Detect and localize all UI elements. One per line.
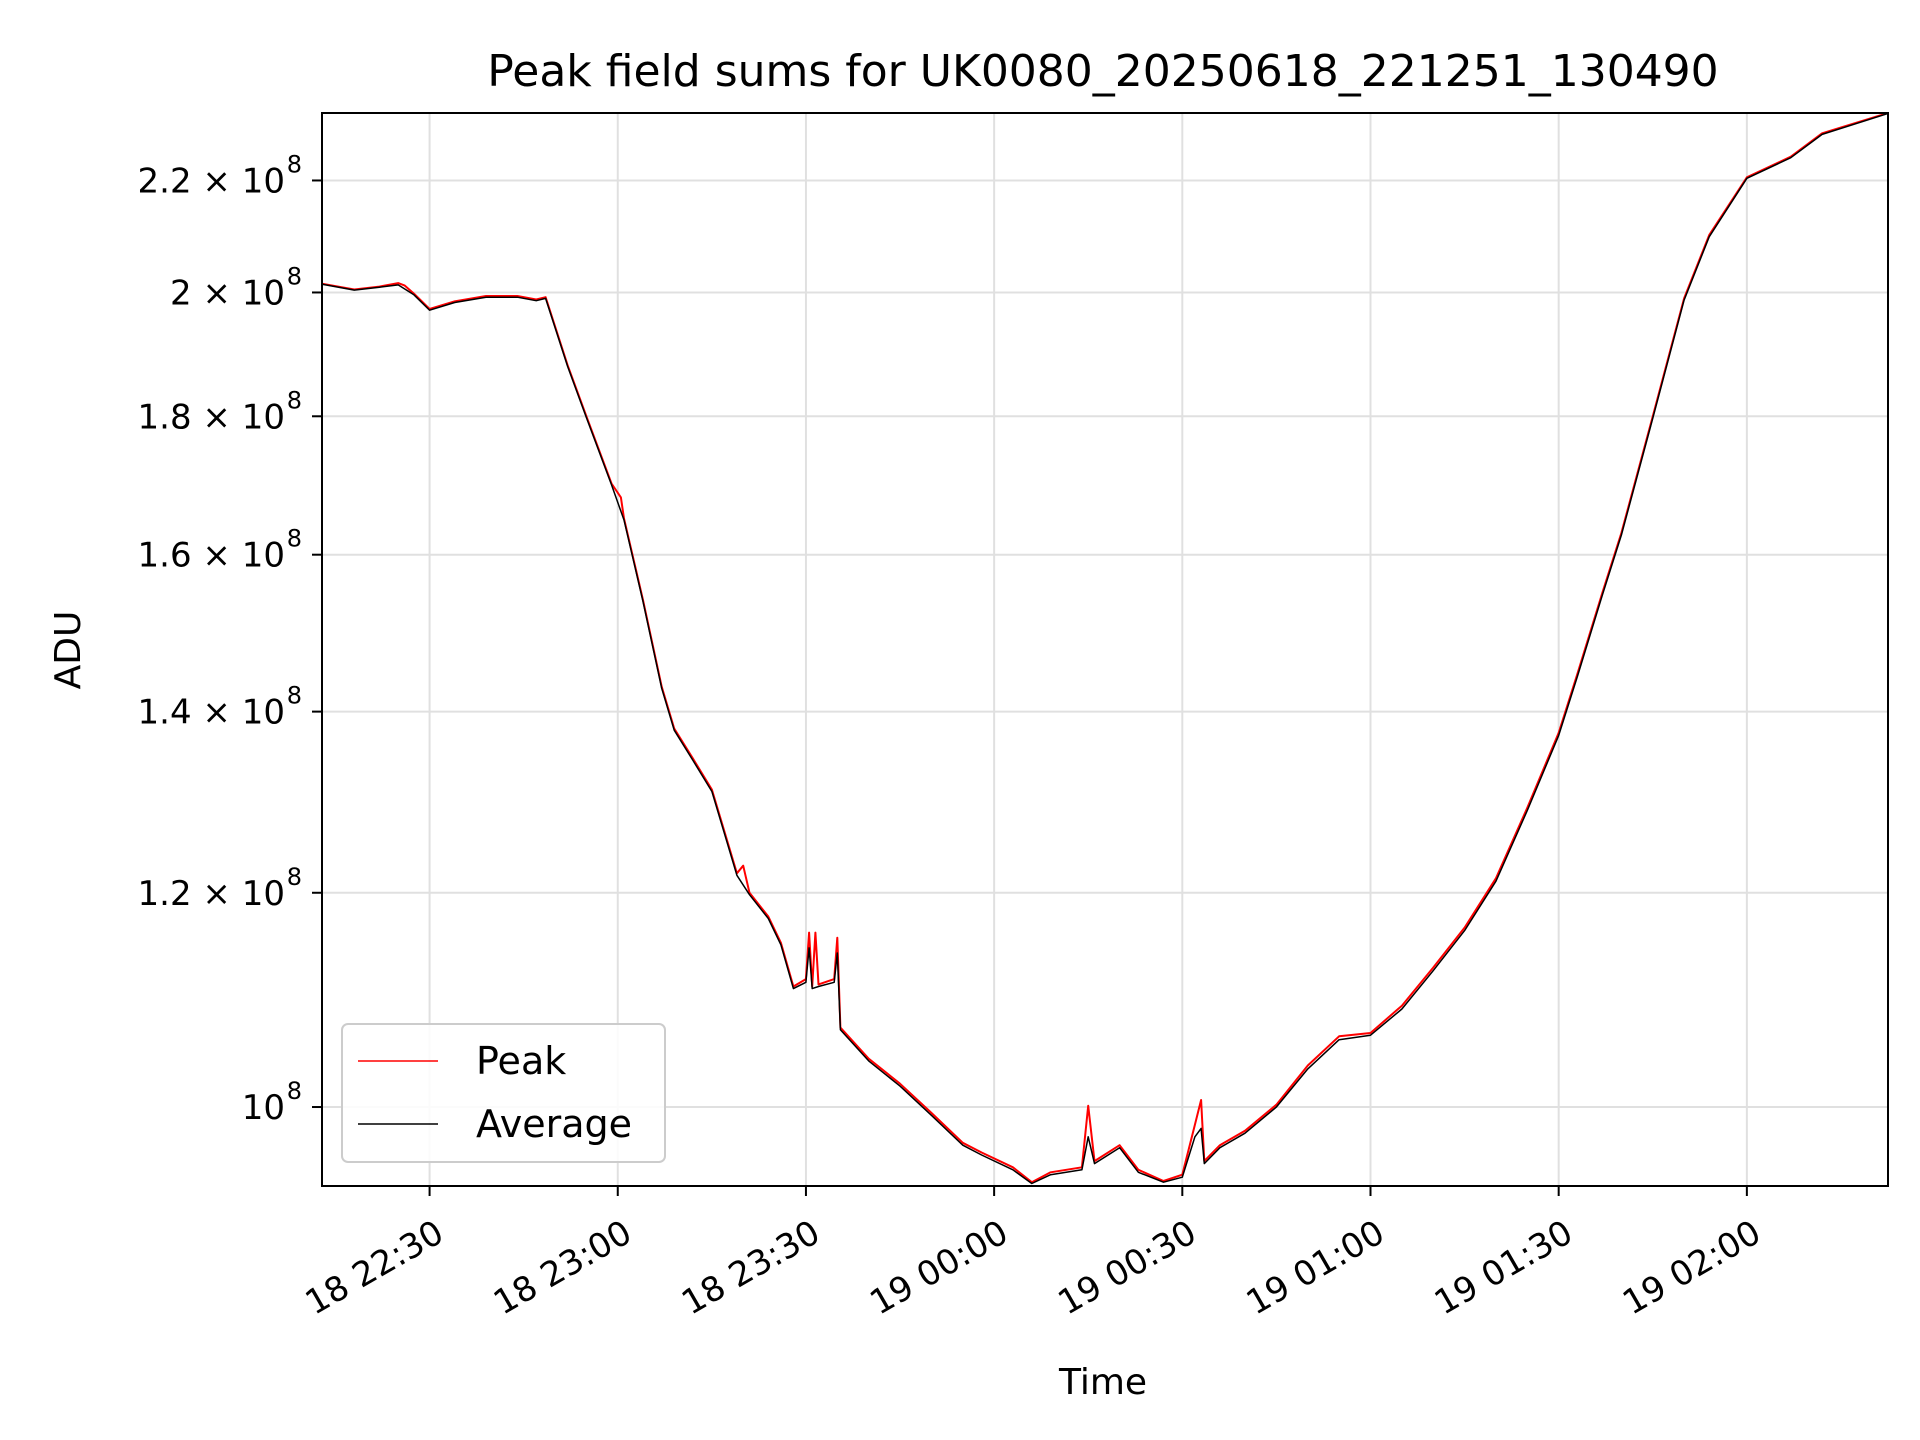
y-tick-base: 2.2 × 10 (138, 161, 285, 201)
legend-label-peak: Peak (476, 1039, 566, 1083)
series-line-average (322, 113, 1888, 1185)
y-tick-base: 1.4 × 10 (138, 693, 285, 733)
y-tick-label: 81.4 × 10 (138, 682, 302, 733)
legend: Peak Average (341, 1023, 666, 1163)
y-tick-exponent: 8 (287, 525, 302, 553)
x-axis-label: Time (1058, 1362, 1147, 1403)
y-tick-exponent: 8 (287, 682, 302, 710)
y-tick-base: 1.6 × 10 (138, 536, 285, 576)
legend-box (341, 1023, 666, 1163)
y-tick-exponent: 8 (287, 262, 302, 290)
y-tick-exponent: 8 (287, 1077, 302, 1105)
y-tick-label: 810 (242, 1077, 302, 1128)
y-tick-label: 82 × 10 (170, 262, 302, 313)
y-tick-base: 10 (242, 1088, 285, 1128)
y-tick-exponent: 8 (287, 150, 302, 178)
y-tick-base: 1.8 × 10 (138, 397, 285, 437)
y-tick-exponent: 8 (287, 863, 302, 891)
y-tick-label: 81.8 × 10 (138, 386, 302, 437)
y-tick-label: 81.2 × 10 (138, 863, 302, 914)
grid (322, 113, 1888, 1186)
legend-label-average: Average (476, 1102, 632, 1146)
chart-title: Peak field sums for UK0080_20250618_2212… (487, 46, 1718, 97)
y-tick-base: 2 × 10 (170, 273, 285, 313)
y-axis-label: ADU (48, 611, 89, 690)
plot-frame (321, 112, 1889, 1187)
y-tick-label: 82.2 × 10 (138, 150, 302, 201)
y-tick-label: 81.6 × 10 (138, 525, 302, 576)
series-layer (322, 113, 1888, 1185)
y-tick-exponent: 8 (287, 386, 302, 414)
y-tick-base: 1.2 × 10 (138, 874, 285, 914)
